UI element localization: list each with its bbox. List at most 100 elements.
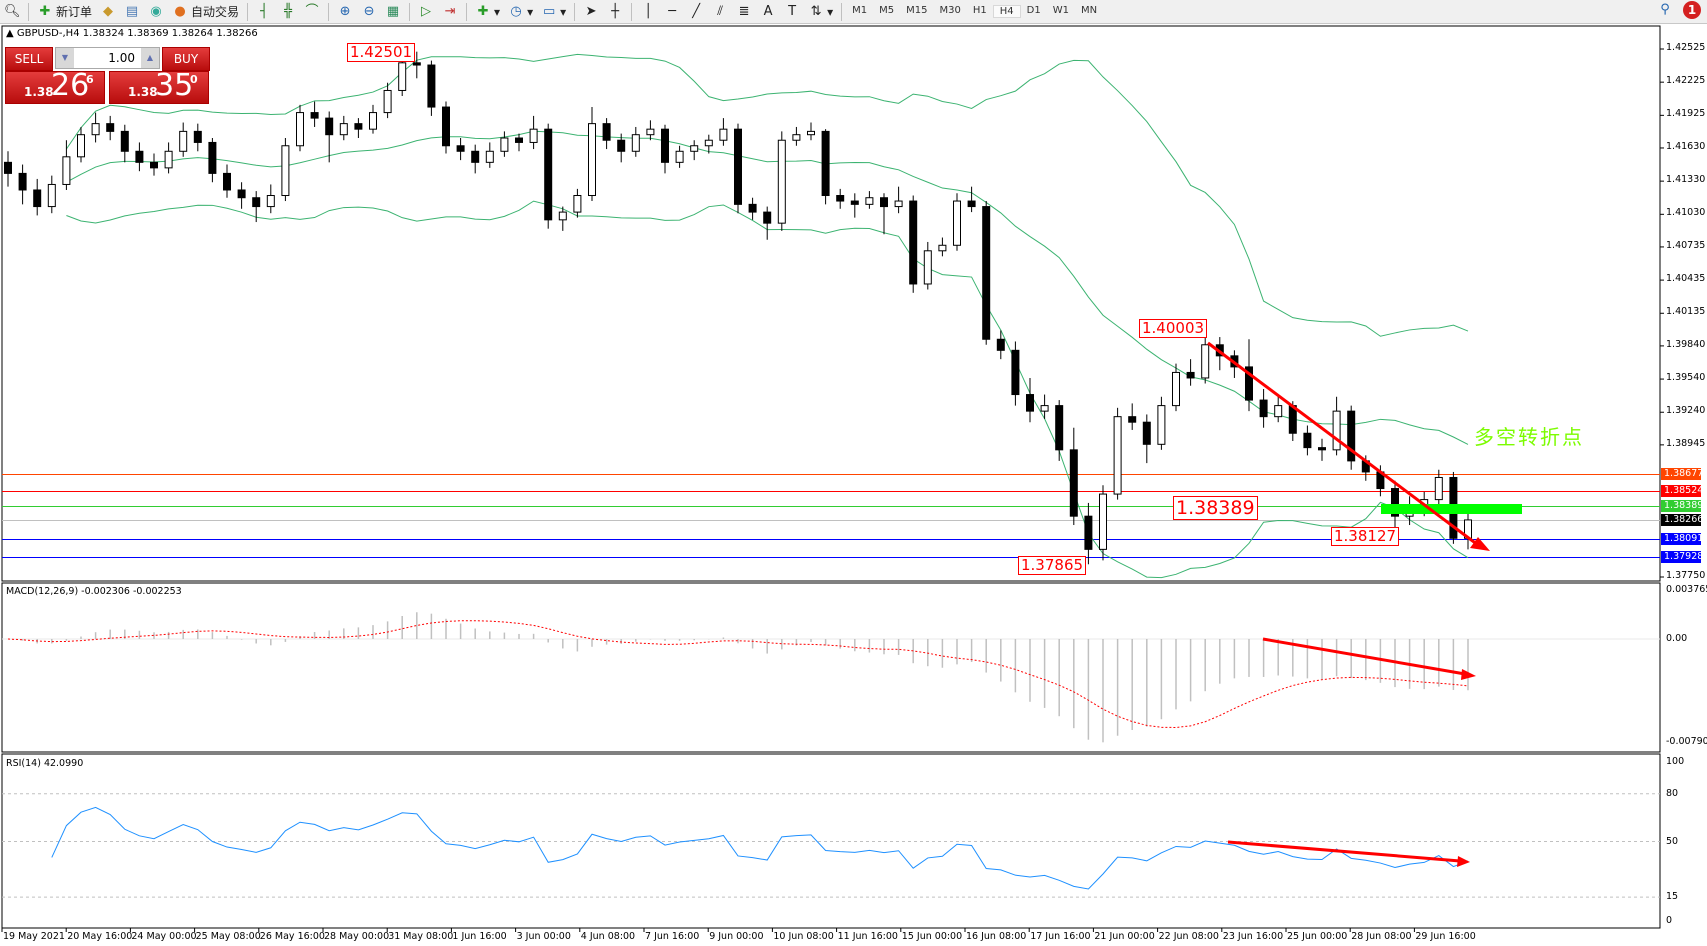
candle [1011, 341, 1020, 406]
timeframe-h4[interactable]: H4 [992, 5, 1021, 18]
candle-body [631, 134, 640, 152]
fibonacci-tool[interactable]: ≣ [732, 1, 756, 23]
line-chart-icon: ⌒ [305, 3, 319, 19]
candle-body [18, 172, 27, 191]
lot-size-input[interactable]: 1.00 [108, 51, 135, 65]
candle [1084, 502, 1093, 565]
search-icon[interactable]: ⚲ [1660, 2, 1670, 17]
timeframe-mn[interactable]: MN [1080, 5, 1098, 16]
market-watch-button[interactable]: ◆ [96, 1, 120, 23]
candle [967, 186, 976, 213]
crosshair-tool[interactable]: ┼ [603, 1, 627, 23]
candle-body [471, 150, 480, 163]
price-label-low[interactable]: 1.37865 [1018, 556, 1087, 575]
templates-button[interactable]: ▭ ▾ [542, 3, 567, 19]
candle [456, 138, 465, 161]
candle-body [1099, 493, 1107, 550]
rsi-axis-label: 100 [1666, 756, 1685, 767]
cursor-tool[interactable]: ➤ [579, 1, 603, 23]
trend-arrow-macd[interactable] [1262, 637, 1476, 680]
right-tools: ⚲ 1 [1657, 1, 1701, 19]
trend-arrow-rsi[interactable] [1227, 840, 1470, 867]
timeframe-m15[interactable]: M15 [906, 5, 928, 16]
lot-size-stepper[interactable]: ▼ 1.00 ▲ [55, 47, 160, 69]
candle-body [1069, 449, 1078, 517]
candle [223, 164, 231, 198]
tile-windows-button[interactable]: ▦ [381, 1, 405, 23]
trendline-tool[interactable]: ╱ [684, 1, 708, 23]
horizontal-line-tool[interactable]: ─ [660, 1, 684, 23]
candle [573, 188, 582, 218]
candle [558, 206, 567, 231]
zoom-tool-button[interactable]: 🔍︎ [0, 1, 24, 23]
candle-body [588, 123, 596, 197]
time-axis-label: 1 Jun 16:00 [452, 931, 507, 942]
bar-chart-button[interactable]: ┤ [252, 1, 276, 23]
candle-body [47, 183, 56, 208]
candle [150, 153, 158, 176]
turning-zone-marker[interactable] [1381, 504, 1522, 514]
candle-body [734, 128, 742, 205]
sell-button[interactable]: SELL [5, 47, 53, 71]
candle [193, 123, 202, 152]
text-tool[interactable]: A [756, 1, 780, 23]
timeframe-m30[interactable]: M30 [939, 5, 961, 16]
indicators-button[interactable]: ✚ ▾ [471, 1, 504, 23]
zoom-in-button[interactable]: ⊕ [333, 1, 357, 23]
candle-body [164, 150, 173, 169]
new-order-label: 新订单 [56, 5, 93, 19]
price-label-swing-low[interactable]: 1.38127 [1331, 527, 1400, 546]
text-label-tool[interactable]: T [780, 1, 804, 23]
chart-shift-button[interactable]: ⇥ [438, 1, 462, 23]
candle [1142, 414, 1151, 464]
arrows-tool[interactable]: ⇅ ▾ [804, 1, 837, 23]
trend-arrow-main[interactable] [1207, 341, 1490, 551]
macd-indicator [2, 612, 1660, 743]
turning-point-note[interactable]: 多空转折点 [1474, 425, 1584, 449]
zoom-in-icon: ⊕ [339, 3, 351, 19]
candle-body [135, 150, 144, 163]
candle [690, 140, 699, 161]
fibonacci-icon: ≣ [738, 3, 750, 19]
toolbar-separator [841, 2, 843, 21]
timeframe-m1[interactable]: M1 [852, 5, 868, 16]
lot-increase-button[interactable]: ▲ [141, 48, 159, 68]
candle [588, 107, 596, 202]
price-label-swing-high[interactable]: 1.40003 [1139, 319, 1208, 338]
buy-price-button[interactable]: 1.38 35 0 [109, 68, 209, 104]
candle [471, 144, 480, 174]
cursor-icon: ➤ [585, 3, 597, 19]
signals-button[interactable]: ◉ [144, 1, 168, 23]
candle [427, 60, 436, 116]
candle [1347, 405, 1356, 470]
price-axis-label: 1.42225 [1666, 75, 1706, 87]
equidistant-channel-tool[interactable]: ⫽ [708, 1, 732, 23]
auto-scroll-button[interactable]: ▷ [414, 1, 438, 23]
candle-body [500, 137, 509, 152]
buy-button[interactable]: BUY [162, 47, 210, 71]
price-axis-label: 1.40435 [1666, 273, 1706, 285]
vertical-line-tool[interactable]: │ [636, 1, 660, 23]
lot-decrease-button[interactable]: ▼ [56, 48, 74, 68]
timeframe-d1[interactable]: D1 [1026, 5, 1041, 16]
timeframe-w1[interactable]: W1 [1052, 5, 1069, 16]
candle [33, 178, 42, 216]
candle [923, 241, 932, 290]
time-axis-label: 4 Jun 08:00 [580, 931, 636, 942]
new-order-button[interactable]: ✚ 新订单 [33, 1, 96, 23]
candle-body [427, 64, 436, 108]
periods-button[interactable]: ◷ ▾ [504, 1, 537, 23]
notifications-badge[interactable]: 1 [1683, 1, 1701, 19]
sell-price-button[interactable]: 1.38 26 6 [5, 68, 105, 104]
data-window-button[interactable]: ▤ [120, 1, 144, 23]
candle-body [4, 161, 12, 174]
zoom-out-button[interactable]: ⊖ [357, 1, 381, 23]
line-chart-button[interactable]: ⌒ [300, 1, 324, 23]
candlestick-button[interactable]: ╬ [276, 1, 300, 23]
auto-trading-button[interactable]: ● 自动交易 [168, 1, 243, 23]
price-label-level[interactable]: 1.38389 [1173, 496, 1258, 520]
timeframe-m5[interactable]: M5 [879, 5, 895, 16]
price-label-high[interactable]: 1.42501 [347, 43, 416, 62]
timeframe-h1[interactable]: H1 [972, 5, 987, 16]
